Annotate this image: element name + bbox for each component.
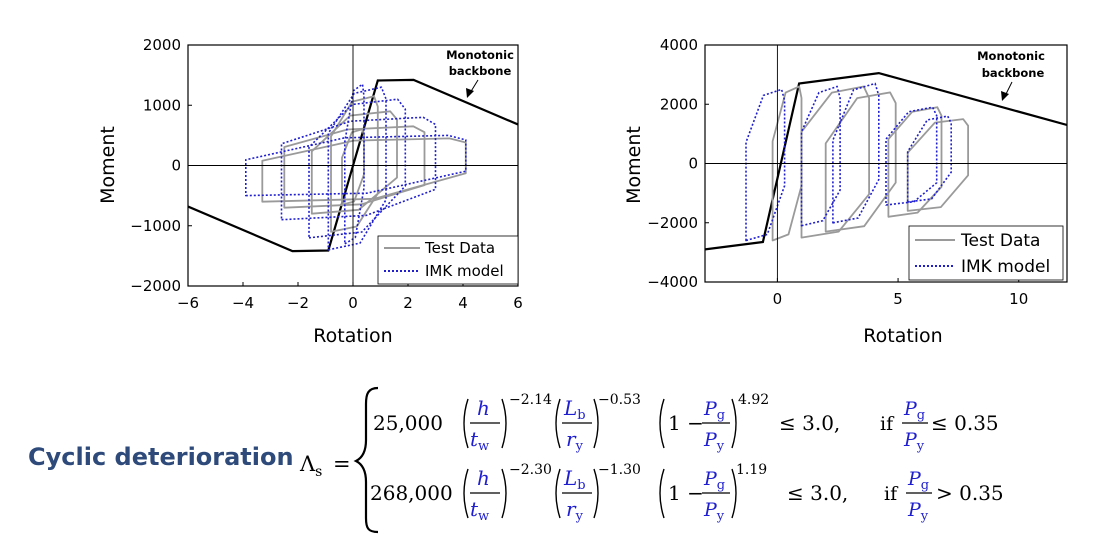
svg-text:Pg: Pg	[703, 468, 725, 493]
annotation-arrow	[1001, 81, 1013, 101]
chart-left: −6 −4 −2 0 2 4 6 2000 1000 0 −1000 −2000 Rotation M…	[97, 36, 523, 347]
test-data-loop-4	[283, 125, 426, 209]
svg-text:Py: Py	[903, 429, 925, 454]
imk-model-loop-1	[745, 88, 786, 242]
svg-text:268,000: 268,000	[370, 481, 453, 505]
imk-model-loop-3	[308, 98, 407, 239]
y-tick-label: −4000	[647, 273, 698, 291]
y-tick-label: 2000	[143, 36, 181, 54]
x-axis-label: Rotation	[313, 325, 392, 347]
x-axis-label: Rotation	[863, 325, 942, 347]
y-tick-label: 2000	[660, 95, 698, 113]
svg-text:Py: Py	[703, 499, 725, 524]
imk-model-loop-2	[800, 85, 841, 227]
x-tick-label: 0	[773, 290, 783, 308]
svg-text:1.19: 1.19	[736, 462, 767, 478]
x-tick-label: 4	[458, 294, 468, 312]
x-tick-label: 5	[893, 290, 903, 308]
svg-text:> 0.35: > 0.35	[936, 481, 1004, 505]
svg-text:1 −: 1 −	[668, 481, 704, 505]
svg-text:1 −: 1 −	[668, 411, 704, 435]
svg-text:−1.30: −1.30	[598, 462, 641, 478]
y-axis-label: Moment	[623, 126, 645, 204]
equation-lhs: Λs	[299, 452, 322, 480]
y-axis-label: Moment	[97, 126, 119, 204]
x-tick-label: 0	[348, 294, 358, 312]
x-tick-label: −4	[232, 294, 254, 312]
test-data-loop-4	[887, 106, 943, 218]
legend: Test Data IMK model	[377, 235, 519, 285]
test-data-loop-3	[824, 91, 897, 233]
svg-text:Py: Py	[907, 499, 929, 524]
svg-text:−2.30: −2.30	[509, 462, 552, 478]
y-tick-label: 0	[171, 157, 181, 175]
imk-model-loop-5	[245, 134, 467, 197]
imk-model-loop-4	[885, 106, 938, 206]
legend: Test Data IMK model	[908, 225, 1064, 281]
test-data-loop-1	[771, 85, 803, 242]
imk-model-loop-1	[344, 83, 365, 245]
equation-title: Cyclic deterioration	[28, 443, 294, 471]
svg-text:h: h	[477, 396, 490, 420]
svg-text:4.92: 4.92	[738, 392, 769, 408]
equation-brace	[353, 386, 379, 534]
annotation-line-2: backbone	[982, 66, 1045, 80]
x-tick-label: 10	[1009, 290, 1028, 308]
svg-text:≤ 3.0,: ≤ 3.0,	[787, 481, 848, 505]
y-tick-label: 0	[688, 155, 698, 173]
svg-text:≤ 3.0,: ≤ 3.0,	[779, 411, 840, 435]
svg-text:ry: ry	[566, 427, 584, 454]
x-tick-label: −2	[287, 294, 309, 312]
legend-label-model: IMK model	[425, 262, 504, 280]
y-tick-label: −2000	[647, 214, 698, 232]
equation: Λs = 25,000 h tw −2.14 Lb ry −0.53 1 − P…	[299, 386, 1004, 534]
test-data-loop-5	[261, 137, 467, 203]
svg-text:−2.14: −2.14	[509, 392, 552, 408]
imk-model-loop-2	[327, 86, 387, 251]
svg-text:ry: ry	[566, 497, 584, 524]
equation-equals: =	[333, 452, 351, 476]
svg-text:tw: tw	[470, 497, 489, 524]
svg-text:if: if	[884, 483, 899, 505]
svg-text:Pg: Pg	[903, 398, 925, 423]
annotation-line-2: backbone	[449, 64, 512, 78]
x-tick-label: −6	[177, 294, 199, 312]
svg-text:h: h	[477, 466, 490, 490]
x-tick-label: 6	[513, 294, 523, 312]
annotation-line-1: Monotonic	[977, 49, 1045, 63]
legend-label-test: Test Data	[424, 239, 495, 257]
svg-text:if: if	[880, 413, 895, 435]
annotation-line-1: Monotonic	[446, 48, 514, 62]
annotation-arrow	[466, 79, 479, 98]
y-tick-label: 1000	[143, 96, 181, 114]
y-tick-label: −1000	[130, 217, 181, 235]
x-tick-label: 2	[403, 294, 413, 312]
svg-text:−0.53: −0.53	[598, 392, 641, 408]
y-tick-label: −2000	[130, 277, 181, 295]
imk-model-loop-5	[906, 115, 952, 203]
legend-label-model: IMK model	[961, 257, 1050, 277]
monotonic-backbone-line	[705, 71, 1067, 251]
svg-text:Pg: Pg	[907, 468, 929, 493]
imk-model-loop-4	[280, 116, 437, 221]
equation-row-1: 25,000 h tw −2.14 Lb ry −0.53 1 − Pg Py …	[373, 392, 999, 454]
svg-text:Lb: Lb	[563, 466, 586, 493]
svg-text:≤ 0.35: ≤ 0.35	[931, 411, 999, 435]
svg-text:tw: tw	[470, 427, 489, 454]
imk-model-loop-3	[832, 82, 880, 224]
svg-text:Py: Py	[703, 429, 725, 454]
svg-text:Lb: Lb	[563, 396, 586, 423]
svg-text:Pg: Pg	[703, 398, 725, 423]
test-data-loop-5	[906, 118, 969, 212]
svg-text:25,000: 25,000	[373, 411, 443, 435]
legend-label-test: Test Data	[960, 231, 1040, 251]
equation-row-2: 268,000 h tw −2.30 Lb ry −1.30 1 − Pg Py…	[370, 462, 1004, 524]
y-tick-label: 4000	[660, 36, 698, 54]
